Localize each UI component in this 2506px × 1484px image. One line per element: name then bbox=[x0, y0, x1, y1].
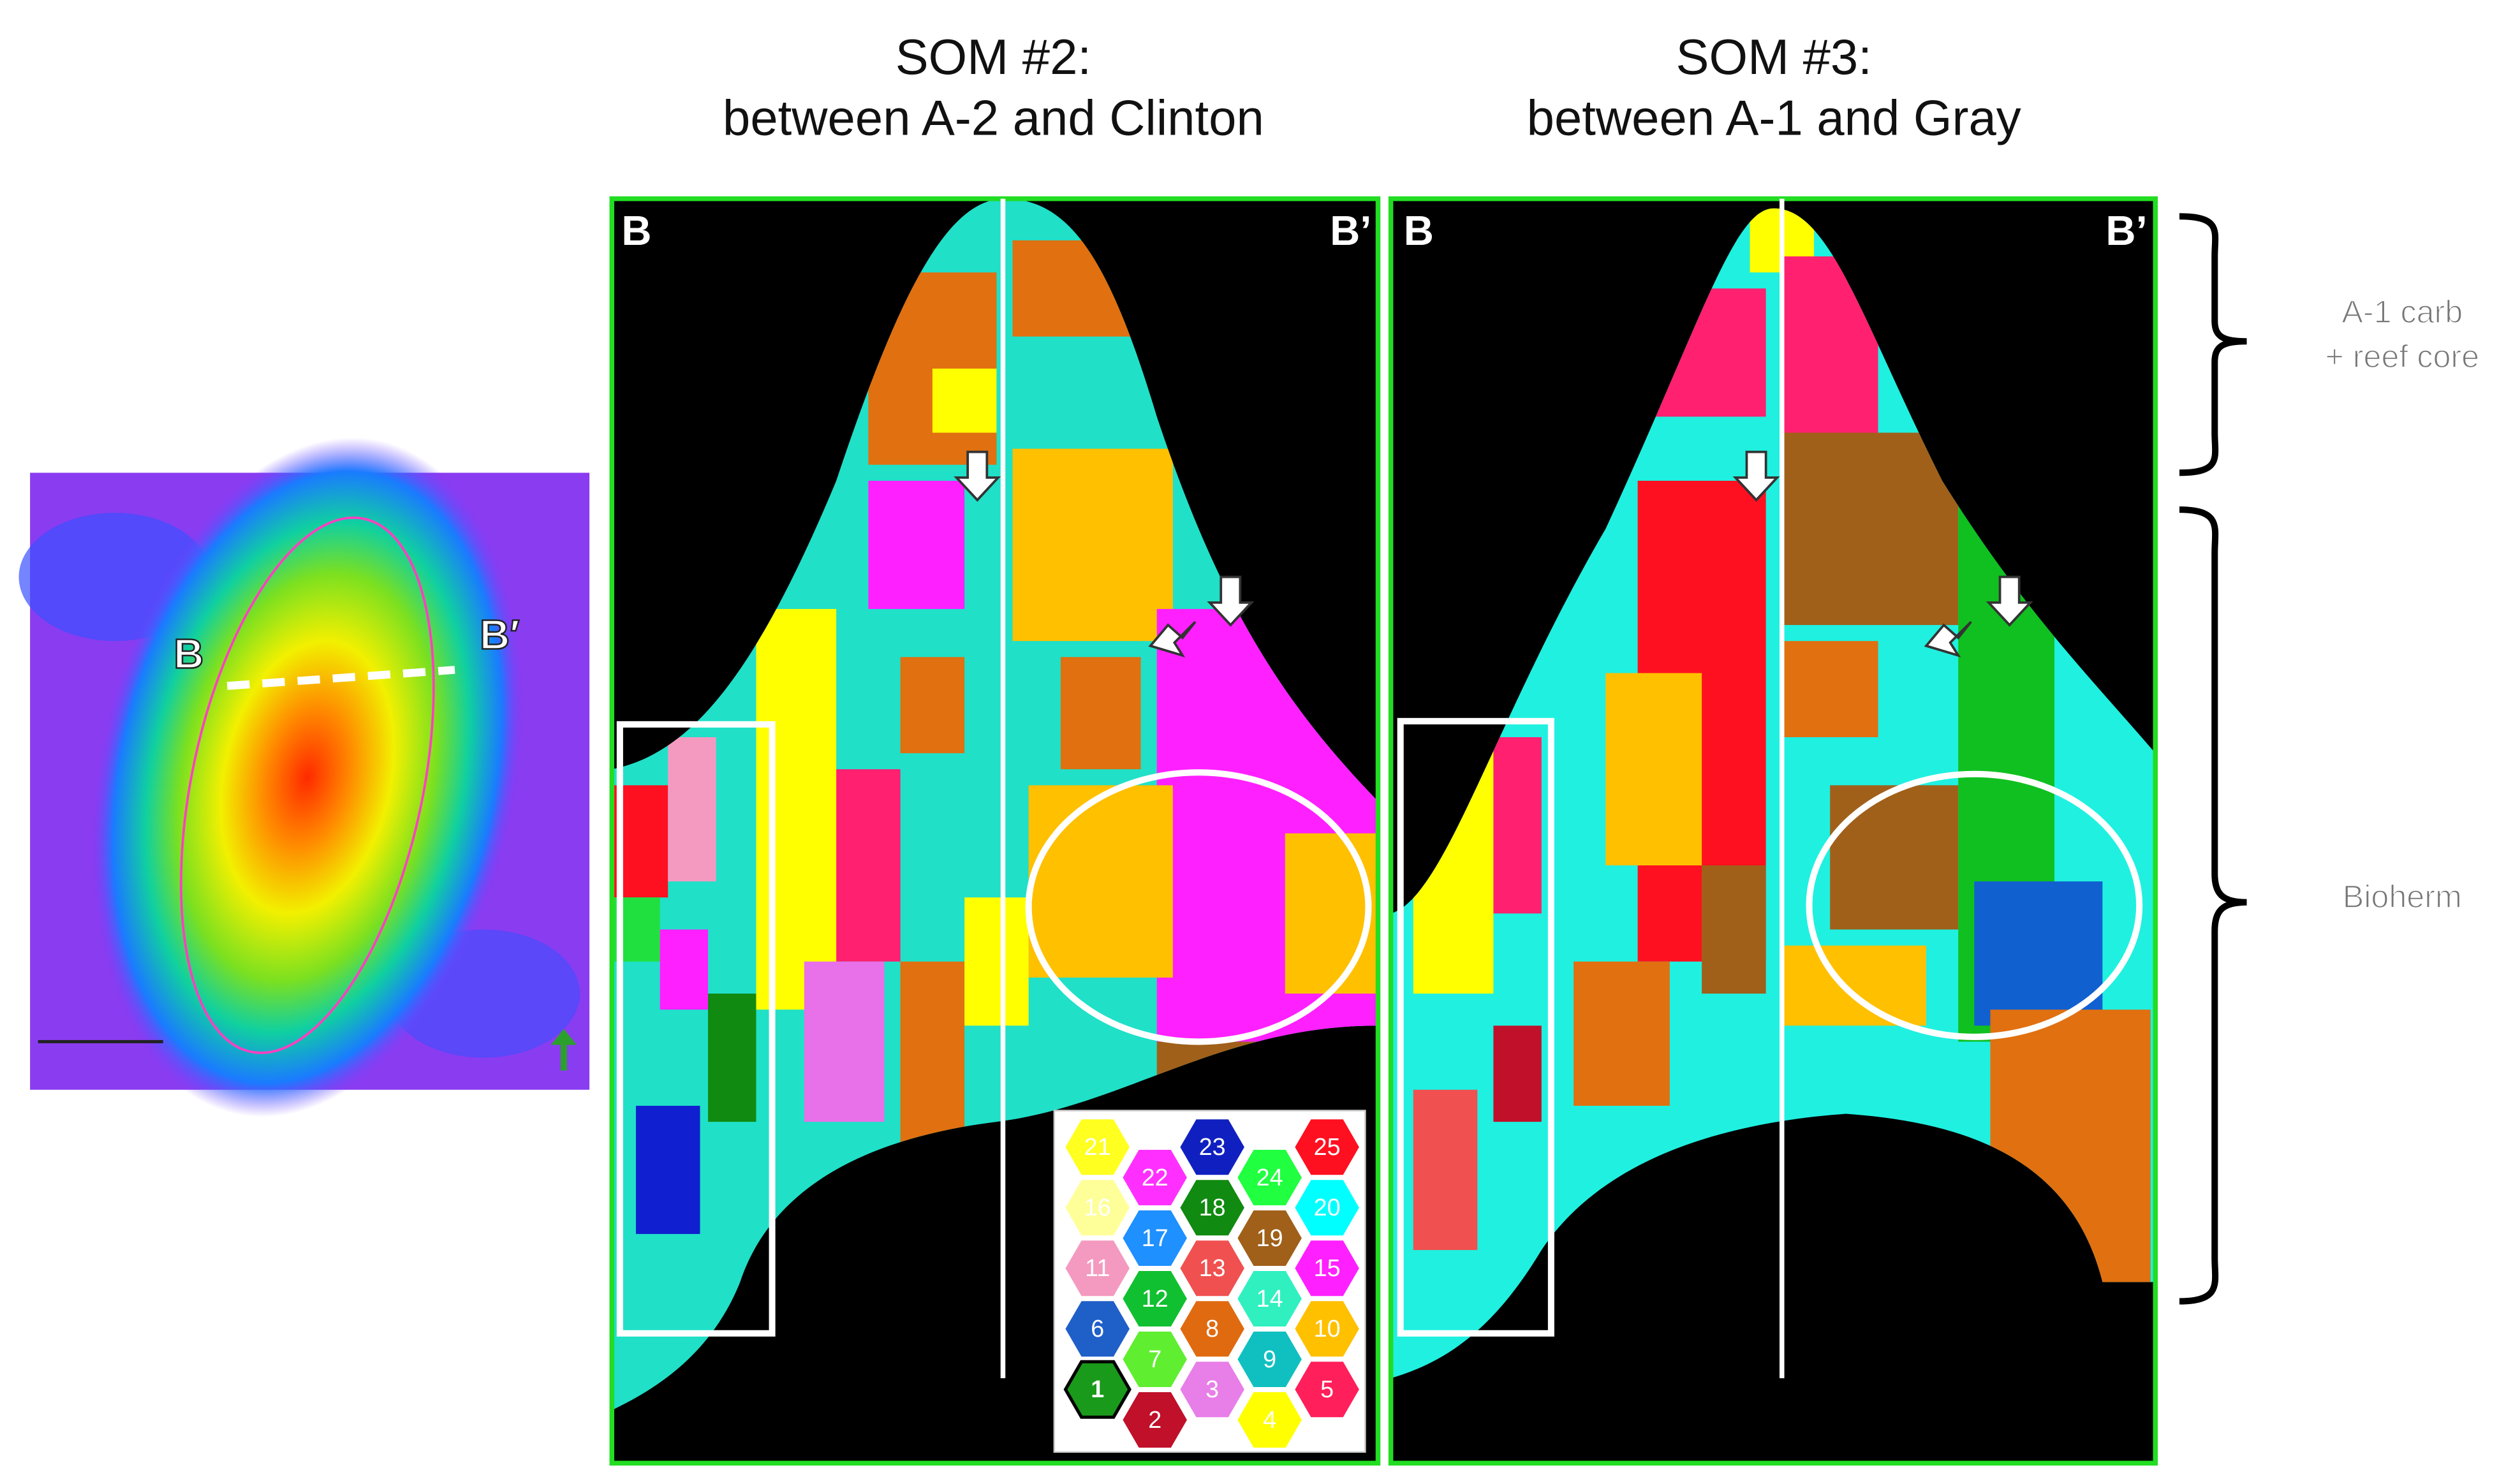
legend-hex bbox=[1123, 1332, 1187, 1387]
legend-label: 17 bbox=[1142, 1224, 1168, 1251]
legend-hex bbox=[1237, 1210, 1302, 1266]
legend-label: 5 bbox=[1320, 1376, 1334, 1402]
facies-block bbox=[1285, 833, 1378, 994]
panel-edge-label: B bbox=[621, 207, 651, 254]
facies-block bbox=[708, 994, 756, 1122]
legend-hex bbox=[1237, 1150, 1302, 1205]
legend-label: 22 bbox=[1142, 1164, 1168, 1191]
legend-hex bbox=[1295, 1180, 1359, 1236]
facies-block bbox=[1060, 657, 1141, 770]
map-label: B′ bbox=[480, 611, 520, 658]
legend: 1234567891011121314151617181920212223242… bbox=[1063, 1119, 1359, 1448]
facies-block bbox=[1012, 448, 1173, 642]
legend-hex bbox=[1123, 1271, 1187, 1326]
facies-block bbox=[1702, 865, 1766, 994]
facies-block bbox=[868, 480, 965, 609]
panel-title: SOM #3: bbox=[1676, 29, 1872, 85]
facies-block bbox=[1781, 641, 1878, 737]
facies-block bbox=[1413, 1089, 1478, 1251]
legend-hex bbox=[1180, 1362, 1244, 1418]
legend-hex bbox=[1237, 1271, 1302, 1326]
legend-hex bbox=[1180, 1301, 1244, 1357]
map-label: B bbox=[173, 631, 203, 677]
legend-label: 3 bbox=[1205, 1376, 1219, 1402]
facies-block bbox=[900, 657, 965, 754]
legend-hex bbox=[1295, 1119, 1359, 1175]
legend-hex bbox=[1065, 1240, 1130, 1297]
facies-block bbox=[1781, 432, 1959, 626]
legend-hex bbox=[1063, 1360, 1131, 1419]
legend-label: 10 bbox=[1314, 1315, 1341, 1342]
map: B B′ bbox=[18, 437, 590, 1117]
legend-hex bbox=[1065, 1180, 1130, 1236]
facies-block bbox=[1605, 673, 1702, 865]
facies-block bbox=[756, 608, 837, 1010]
legend-label: 23 bbox=[1199, 1133, 1226, 1160]
legend-hex bbox=[1065, 1119, 1130, 1175]
annotation: A-1 carb bbox=[2341, 294, 2463, 330]
legend-label: 9 bbox=[1263, 1346, 1276, 1372]
panel-title: between A-2 and Clinton bbox=[723, 90, 1264, 146]
legend-label: 16 bbox=[1084, 1194, 1111, 1221]
legend-hex bbox=[1065, 1301, 1130, 1357]
facies-block bbox=[1493, 737, 1542, 914]
legend-label: 4 bbox=[1263, 1406, 1276, 1433]
legend-label: 25 bbox=[1314, 1133, 1341, 1160]
panel-title: SOM #2: bbox=[896, 29, 1091, 85]
legend-label: 8 bbox=[1205, 1315, 1219, 1342]
legend-label: 7 bbox=[1148, 1346, 1161, 1372]
annotation: Bioherm bbox=[2343, 879, 2462, 915]
legend-label: 18 bbox=[1199, 1194, 1226, 1221]
legend-label: 1 bbox=[1091, 1376, 1104, 1402]
legend-label: 13 bbox=[1199, 1254, 1226, 1281]
facies-block bbox=[804, 961, 885, 1122]
facies-block bbox=[932, 368, 997, 433]
legend-hex bbox=[1123, 1150, 1187, 1205]
legend-hex bbox=[1295, 1362, 1359, 1418]
legend-hex bbox=[1180, 1240, 1244, 1297]
legend-label: 2 bbox=[1148, 1406, 1161, 1433]
legend-label: 14 bbox=[1257, 1285, 1283, 1312]
facies-block bbox=[668, 737, 716, 882]
facies-block bbox=[1830, 785, 1959, 930]
legend-hex bbox=[1123, 1392, 1187, 1448]
legend-hex bbox=[1123, 1210, 1187, 1266]
facies-block bbox=[1781, 945, 1926, 1026]
facies-block bbox=[1028, 785, 1173, 978]
facies-block bbox=[1574, 961, 1670, 1106]
facies-block bbox=[636, 1105, 700, 1234]
legend-label: 24 bbox=[1257, 1164, 1283, 1191]
legend-label: 6 bbox=[1091, 1315, 1104, 1342]
legend-label: 19 bbox=[1257, 1224, 1283, 1251]
legend-label: 15 bbox=[1314, 1254, 1341, 1281]
facies-block bbox=[660, 929, 709, 1010]
facies-block bbox=[964, 897, 1029, 1026]
panel-title: between A-1 and Gray bbox=[1527, 90, 2021, 146]
legend-hex bbox=[1180, 1180, 1244, 1236]
panel-edge-label: B’ bbox=[1330, 207, 1371, 254]
facies-block bbox=[1493, 1025, 1542, 1122]
facies-block bbox=[1974, 881, 2103, 1026]
panel-edge-label: B bbox=[1404, 207, 1434, 254]
legend-hex bbox=[1237, 1332, 1302, 1387]
legend-hex bbox=[1295, 1301, 1359, 1357]
legend-label: 12 bbox=[1142, 1285, 1168, 1312]
legend-label: 11 bbox=[1085, 1254, 1110, 1281]
legend-hex bbox=[1295, 1240, 1359, 1297]
legend-hex bbox=[1180, 1119, 1244, 1175]
panel-edge-label: B’ bbox=[2105, 207, 2147, 254]
legend-label: 20 bbox=[1314, 1194, 1341, 1221]
annotation: + reef core bbox=[2325, 339, 2479, 374]
legend-hex bbox=[1237, 1392, 1302, 1448]
legend-label: 21 bbox=[1084, 1133, 1111, 1160]
